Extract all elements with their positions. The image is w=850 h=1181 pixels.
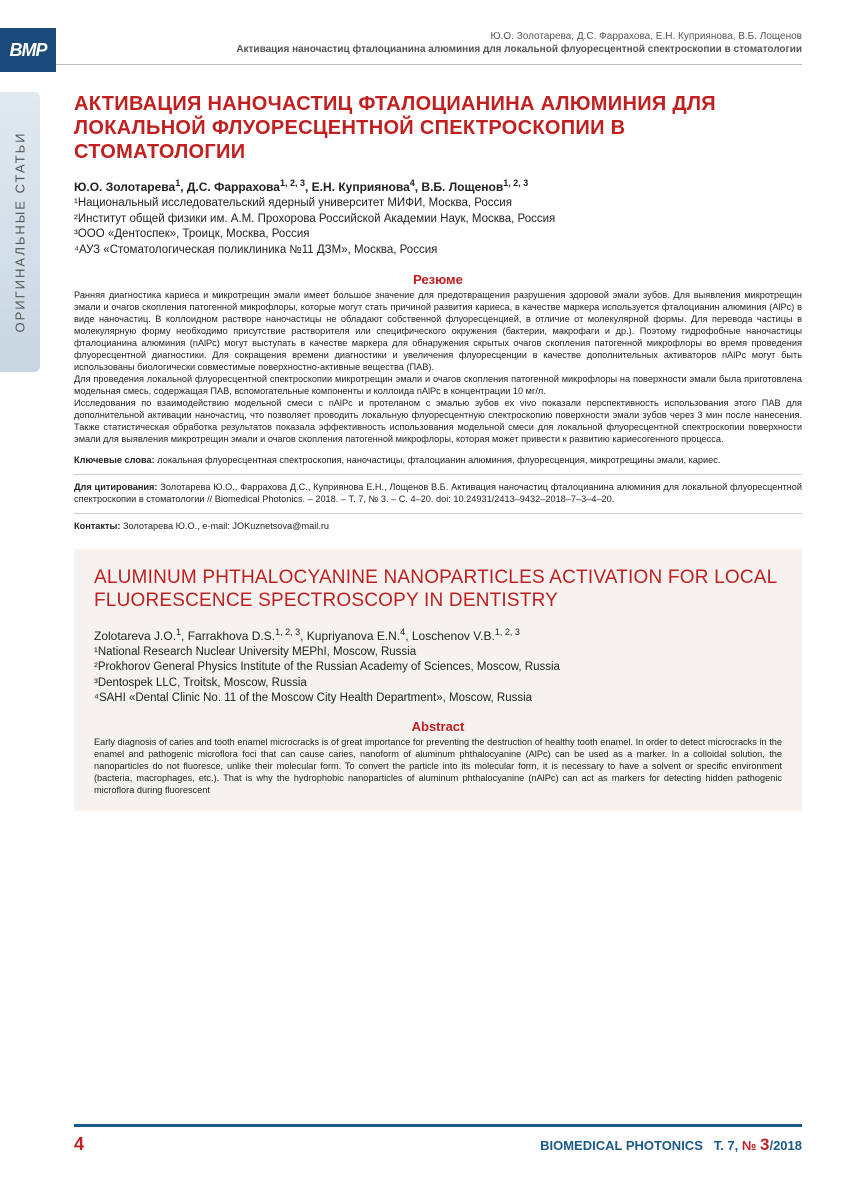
citation-text: Золотарева Ю.О., Фаррахова Д.С., Куприян… — [74, 482, 802, 504]
footer: 4 BIOMEDICAL PHOTONICS Т. 7, № 3/2018 — [74, 1134, 802, 1155]
contacts-label: Контакты: — [74, 521, 120, 531]
affil-ru-2: ²Институт общей физики им. А.М. Прохоров… — [74, 212, 802, 228]
header-rule — [56, 64, 802, 65]
affil-ru-3: ³ООО «Дентоспек», Троицк, Москва, Россия — [74, 227, 802, 243]
journal-volume: Т. 7, — [714, 1138, 742, 1153]
resume-p1: Ранняя диагностика кариеса и микротрещин… — [74, 290, 802, 372]
separator-1 — [74, 474, 802, 475]
title-ru: АКТИВАЦИЯ НАНОЧАСТИЦ ФТАЛОЦИАНИНА АЛЮМИН… — [74, 92, 802, 164]
issue-label: № — [742, 1138, 760, 1153]
contacts-text: Золотарева Ю.О., e-mail: JOKuznetsova@ma… — [120, 521, 329, 531]
resume-p2: Для проведения локальной флуоресцентной … — [74, 374, 802, 396]
journal-reference: BIOMEDICAL PHOTONICS Т. 7, № 3/2018 — [540, 1135, 802, 1155]
keywords-label: Ключевые слова: — [74, 455, 155, 465]
running-title: Активация наночастиц фталоцианина алюмин… — [236, 43, 802, 56]
journal-year: /2018 — [769, 1138, 802, 1153]
affil-en-2: ²Prokhorov General Physics Institute of … — [94, 660, 782, 676]
affil-en-1: ¹National Research Nuclear University ME… — [94, 645, 782, 661]
resume-heading: Резюме — [74, 272, 802, 287]
resume-body: Ранняя диагностика кариеса и микротрещин… — [74, 290, 802, 445]
affil-ru-4: ⁴АУЗ «Стоматологическая поликлиника №11 … — [74, 243, 802, 259]
authors-ru: Ю.О. Золотарева1, Д.С. Фаррахова1, 2, 3,… — [74, 178, 802, 194]
journal-logo: BMP — [0, 28, 56, 72]
english-block: ALUMINUM PHTHALOCYANINE NANOPARTICLES AC… — [74, 549, 802, 810]
section-tab-label: ОРИГИНАЛЬНЫЕ СТАТЬИ — [13, 131, 28, 332]
keywords-ru: Ключевые слова: локальная флуоресцентная… — [74, 455, 802, 467]
affil-ru-1: ¹Национальный исследовательский ядерный … — [74, 196, 802, 212]
citation-label: Для цитирования: — [74, 482, 157, 492]
keywords-text: локальная флуоресцентная спектроскопия, … — [155, 455, 721, 465]
authors-en: Zolotareva J.O.1, Farrakhova D.S.1, 2, 3… — [94, 627, 782, 643]
separator-2 — [74, 513, 802, 514]
affil-en-3: ³Dentospek LLC, Troitsk, Moscow, Russia — [94, 676, 782, 692]
main-content: АКТИВАЦИЯ НАНОЧАСТИЦ ФТАЛОЦИАНИНА АЛЮМИН… — [74, 92, 802, 811]
section-tab: ОРИГИНАЛЬНЫЕ СТАТЬИ — [0, 92, 40, 372]
contacts-ru: Контакты: Золотарева Ю.О., e-mail: JOKuz… — [74, 521, 802, 531]
abstract-body: Early diagnosis of caries and tooth enam… — [94, 737, 782, 797]
affil-en-4: ⁴SAHI «Dental Clinic No. 11 of the Mosco… — [94, 691, 782, 707]
citation-ru: Для цитирования: Золотарева Ю.О., Фаррах… — [74, 482, 802, 506]
page-number: 4 — [74, 1134, 84, 1155]
running-authors: Ю.О. Золотарева, Д.С. Фаррахова, Е.Н. Ку… — [236, 30, 802, 43]
resume-p3: Исследования по взаимодействию модельной… — [74, 398, 802, 444]
abstract-heading: Abstract — [94, 719, 782, 734]
title-en: ALUMINUM PHTHALOCYANINE NANOPARTICLES AC… — [94, 567, 782, 613]
running-head: Ю.О. Золотарева, Д.С. Фаррахова, Е.Н. Ку… — [236, 30, 802, 56]
footer-rule — [74, 1124, 802, 1127]
journal-name: BIOMEDICAL PHOTONICS — [540, 1138, 703, 1153]
